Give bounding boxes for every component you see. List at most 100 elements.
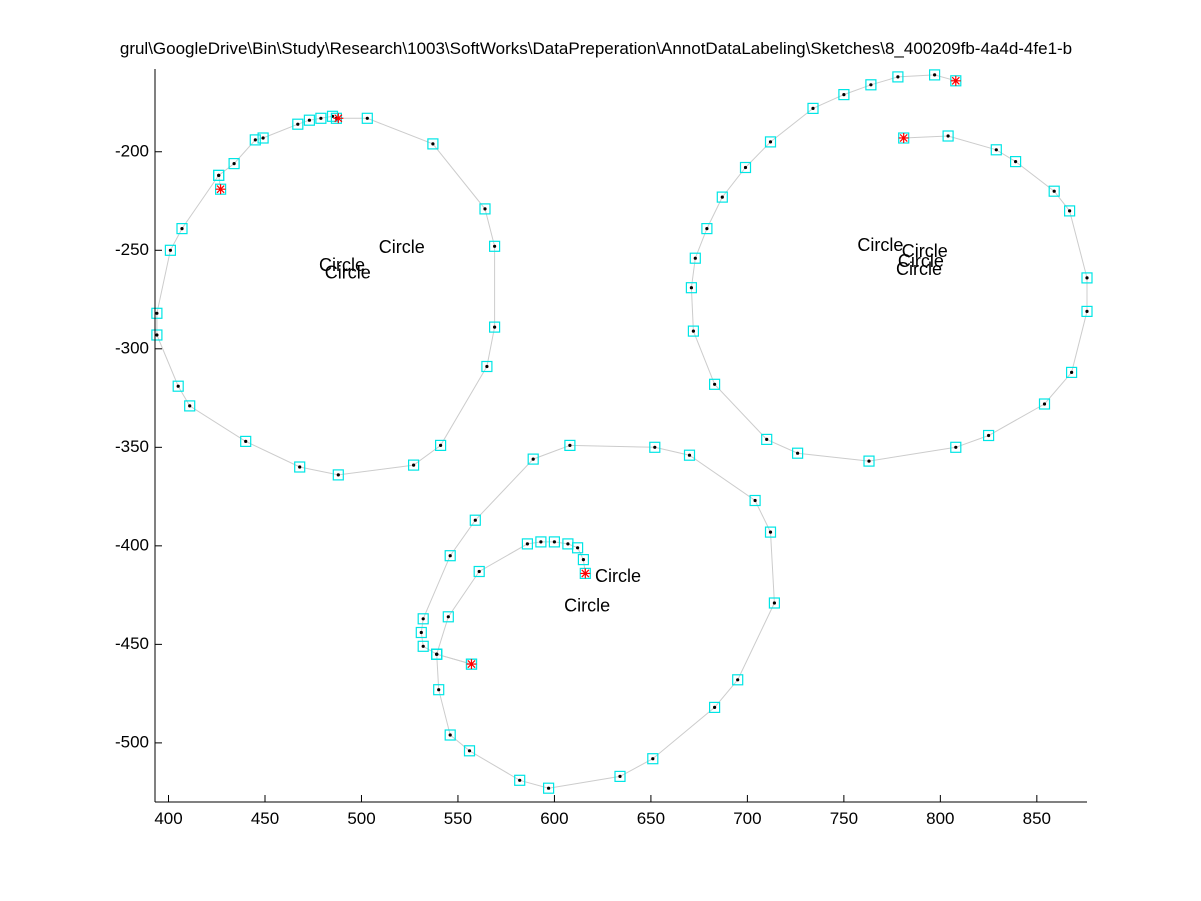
point-marker-box [489, 321, 501, 333]
point-dot [232, 162, 236, 166]
x-tick-label: 550 [444, 809, 472, 828]
chart-title: grul\GoogleDrive\Bin\Study\Research\1003… [120, 39, 1072, 58]
point-marker-box [521, 538, 534, 550]
point-marker-box [564, 439, 576, 451]
point-marker-box [164, 244, 176, 256]
y-tick-label: -400 [115, 535, 149, 554]
point-marker-box [527, 453, 539, 465]
point-dot [581, 558, 586, 562]
point-marker-box [257, 132, 269, 144]
shape-label: Circle [902, 241, 948, 261]
point-marker-box [489, 240, 501, 252]
point-dot [705, 227, 709, 231]
point-marker-box [732, 674, 744, 686]
point-dot [987, 433, 991, 438]
point-dot [421, 644, 425, 648]
point-marker-box [701, 223, 713, 235]
point-marker-box [431, 648, 443, 660]
point-dot [768, 140, 773, 144]
point-marker-box [562, 538, 574, 550]
point-dot [525, 542, 530, 546]
point-dot [168, 248, 172, 252]
point-marker-box [444, 729, 456, 741]
point-marker-box [614, 770, 626, 783]
point-marker-box [838, 88, 850, 101]
point-dot [1085, 309, 1089, 313]
point-marker-box [863, 455, 875, 467]
point-dot [1085, 276, 1089, 280]
point-marker-box [749, 494, 761, 507]
point-dot [493, 325, 497, 329]
point-marker-box [791, 447, 804, 459]
point-dot [176, 384, 180, 388]
point-marker-box [469, 514, 481, 526]
point-marker-box [228, 158, 240, 170]
point-marker-box [761, 433, 773, 445]
point-dot [687, 453, 692, 457]
axes: 400 450 500 550 600 650 700 750 800 850 -200 -250 -3… [115, 69, 1087, 828]
point-dot [261, 136, 265, 140]
point-dot [477, 569, 481, 574]
point-dot [896, 75, 900, 79]
point-dot [772, 601, 777, 605]
point-dot [566, 542, 570, 546]
shape-label: Circle [379, 237, 425, 257]
point-dot [568, 443, 572, 447]
point-dot [994, 148, 998, 152]
point-marker-box [361, 112, 373, 124]
point-dot [743, 165, 748, 170]
point-dot [1052, 189, 1056, 193]
stroke-lines [156, 74, 1088, 789]
point-dot [446, 615, 450, 619]
point-marker-box [184, 400, 196, 412]
point-dot [1042, 402, 1047, 406]
point-dot [296, 122, 300, 126]
endpoint-asterisk [950, 75, 961, 86]
x-tick-label: 700 [733, 809, 761, 828]
point-markers [151, 69, 1093, 794]
point-dot [307, 118, 311, 122]
shape-label: Circle [857, 235, 903, 255]
point-dot [946, 134, 950, 138]
point-marker-box [442, 611, 454, 623]
point-dot [539, 540, 543, 544]
point-marker-box [764, 136, 777, 148]
point-marker-box [982, 429, 995, 442]
shape-label: Circle [896, 259, 942, 279]
point-dot [244, 439, 248, 443]
point-marker-box [928, 69, 941, 81]
point-marker-box [292, 118, 304, 130]
point-marker-box [176, 223, 188, 235]
y-tick-label: -350 [115, 437, 149, 456]
point-dot [467, 749, 472, 753]
point-dot [319, 116, 323, 120]
point-marker-box [332, 469, 344, 481]
shape-label: Circle [595, 566, 641, 586]
point-dot [811, 106, 815, 110]
point-marker-box [433, 684, 445, 696]
point-marker-box [950, 441, 962, 453]
point-dot [842, 93, 846, 97]
point-dot [1068, 209, 1072, 213]
endpoint-asterisk [215, 184, 226, 195]
point-dot [765, 437, 769, 441]
point-dot [531, 457, 535, 461]
shape-label: Circle [564, 596, 610, 616]
y-tick-label: -250 [115, 240, 149, 259]
point-dot [653, 445, 657, 449]
point-dot [693, 256, 697, 260]
point-dot [933, 73, 937, 77]
point-marker-box [892, 71, 904, 83]
shape-label: Circle [325, 263, 371, 283]
point-marker-box [240, 435, 252, 447]
point-marker-box [1081, 305, 1093, 317]
point-dot [869, 83, 873, 87]
point-marker-box [577, 553, 590, 566]
point-marker-box [687, 325, 700, 337]
point-marker-box [1081, 272, 1093, 284]
point-marker-box [535, 536, 547, 548]
point-dot [188, 404, 192, 408]
point-dot [437, 688, 441, 692]
y-tick-label: -300 [115, 338, 149, 357]
